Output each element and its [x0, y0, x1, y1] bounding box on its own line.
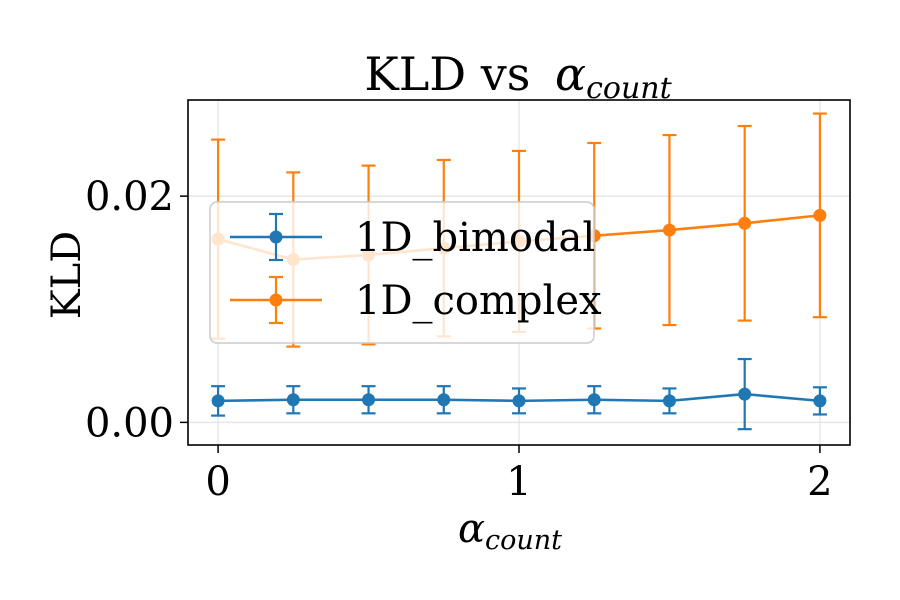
- y-tick-label: 0.00: [85, 400, 174, 446]
- legend-marker: [269, 230, 283, 244]
- data-point: [738, 387, 752, 401]
- data-point: [437, 393, 451, 407]
- data-point: [738, 216, 752, 230]
- data-point: [662, 223, 676, 237]
- y-tick-label: 0.02: [85, 174, 174, 220]
- legend-label: 1D_complex: [355, 278, 602, 324]
- data-point: [587, 393, 601, 407]
- legend-entry: 1D_bimodal: [230, 212, 595, 262]
- legend-marker: [269, 293, 283, 307]
- axis-ticks: 0 1 2 0.00 0.02: [85, 174, 833, 505]
- data-point: [813, 394, 827, 408]
- legend-label: 1D_bimodal: [355, 215, 595, 261]
- data-point: [362, 393, 376, 407]
- data-point: [512, 394, 526, 408]
- y-axis-label: KLD: [44, 231, 90, 320]
- x-tick-label: 0: [205, 459, 230, 505]
- data-point: [662, 394, 676, 408]
- legend: 1D_bimodal 1D_complex: [209, 201, 602, 344]
- x-tick-label: 2: [807, 459, 832, 505]
- data-point: [813, 208, 827, 222]
- data-point: [211, 394, 225, 408]
- series-1D_bimodal: [211, 357, 827, 431]
- x-axis-label: αcount: [458, 506, 562, 556]
- legend-entry: 1D_complex: [230, 275, 602, 325]
- data-point: [286, 393, 300, 407]
- x-tick-label: 1: [506, 459, 531, 505]
